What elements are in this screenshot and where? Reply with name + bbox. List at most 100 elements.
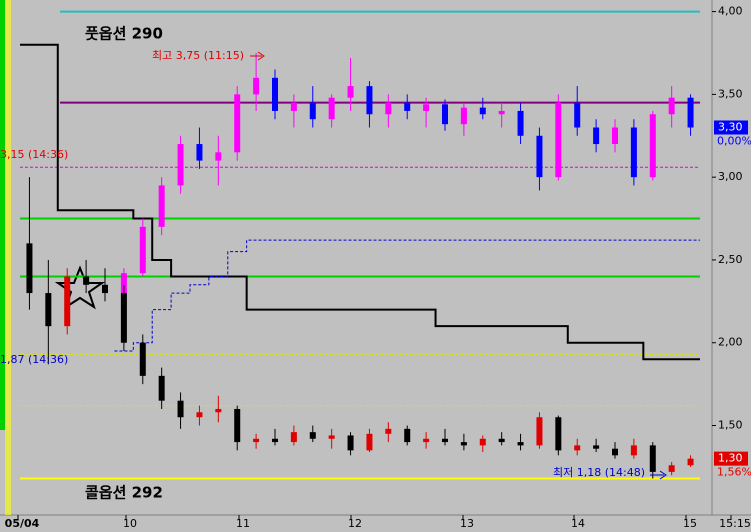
candle-body [215, 408, 222, 413]
candle-body [215, 152, 222, 161]
candle-body [612, 127, 618, 145]
candle-body [630, 127, 637, 178]
indicator-line [20, 43, 700, 361]
candle-body [498, 438, 505, 443]
annotation: 최고 3,75 (11:15) [152, 49, 244, 62]
candle-body [26, 243, 33, 294]
candle-body [479, 438, 486, 446]
candle-body [139, 226, 146, 274]
candle-body [574, 445, 581, 451]
candle-body [385, 428, 392, 434]
candle-body [423, 438, 430, 443]
candle-body [687, 458, 694, 466]
candle-body [253, 77, 260, 95]
candle-body [612, 448, 618, 456]
x-tick-label: 15:15 [719, 517, 751, 530]
candle-body [442, 438, 448, 443]
x-tick-label: 05/04 [5, 517, 40, 530]
candle-body [593, 445, 600, 449]
candle-body [404, 428, 411, 443]
series-name: 콜옵션 292 [85, 484, 163, 502]
price-change: 0,00% [717, 134, 751, 147]
candle-body [64, 276, 71, 327]
y-tick-label: 4,00 [718, 5, 743, 18]
candle-body [555, 102, 562, 178]
candle-body [102, 284, 108, 294]
candle-body [234, 94, 241, 153]
candle-body [177, 144, 184, 186]
candle-body [630, 445, 637, 456]
price-tag: 1,30 [718, 452, 743, 465]
candle-body [328, 97, 335, 120]
candle-body [668, 97, 675, 115]
candle-body [309, 432, 316, 439]
candle-body [120, 273, 127, 294]
y-tick-label: 1,50 [718, 419, 743, 432]
candle-body [404, 102, 411, 111]
candle-body [498, 110, 505, 115]
candle-body [347, 435, 354, 451]
candle-body [574, 102, 581, 128]
candle-body [593, 127, 600, 145]
candle-body [668, 465, 675, 472]
candle-body [460, 107, 467, 125]
candle-body [649, 114, 656, 178]
annotation-arrow [250, 51, 265, 61]
candle-body [290, 102, 297, 111]
candle-body [536, 135, 543, 178]
x-tick-label: 13 [460, 517, 474, 530]
candle-body [83, 276, 90, 285]
annotation: 최저 1,18 (14:48) [553, 466, 645, 479]
side-strip [5, 0, 11, 515]
series-name: 풋옵션 290 [85, 25, 163, 43]
x-tick-label: 15 [683, 517, 697, 530]
annotation: 1,87 (14:36) [0, 353, 68, 366]
price-tag-box [714, 120, 748, 135]
candle-body [272, 438, 278, 443]
price-tag-box [714, 451, 748, 466]
candle-body [45, 293, 52, 327]
candle-body [423, 104, 430, 111]
candle-body [347, 86, 354, 98]
candle-body [442, 104, 448, 125]
candle-body [158, 375, 165, 401]
x-tick-label: 14 [571, 517, 585, 530]
candle-body [366, 433, 373, 451]
candle-body [460, 442, 467, 446]
candle-body [196, 144, 203, 161]
candle-body [555, 417, 562, 451]
y-tick-label: 2,00 [718, 336, 743, 349]
price-tag: 3,30 [718, 120, 743, 133]
candle-body [687, 97, 694, 128]
annotation: 3,15 (14:36) [0, 148, 68, 161]
y-tick-label: 3,00 [718, 170, 743, 183]
candle-body [120, 293, 127, 343]
candle-body [366, 86, 373, 115]
candle-body [272, 77, 278, 111]
candle-body [177, 400, 184, 418]
candle-body [290, 432, 297, 443]
candle-body [196, 412, 203, 418]
y-tick-label: 3,50 [718, 87, 743, 100]
candle-body [385, 102, 392, 115]
candle-body [536, 417, 543, 446]
candle-body [309, 102, 316, 120]
y-tick-label: 2,50 [718, 253, 743, 266]
candle-body [253, 438, 260, 443]
annotation-arrow [650, 470, 667, 480]
candle-body [234, 408, 241, 443]
candle-body [328, 435, 335, 439]
x-tick-label: 11 [236, 517, 250, 530]
candle-body [649, 445, 656, 472]
x-tick-label: 10 [123, 517, 137, 530]
side-strip [0, 0, 5, 430]
candle-body [517, 442, 524, 446]
candle-body [479, 107, 486, 115]
indicator-line [114, 239, 700, 352]
candle-body [139, 342, 146, 376]
candle-body [158, 185, 165, 227]
x-tick-label: 12 [348, 517, 362, 530]
star-marker [54, 265, 106, 310]
